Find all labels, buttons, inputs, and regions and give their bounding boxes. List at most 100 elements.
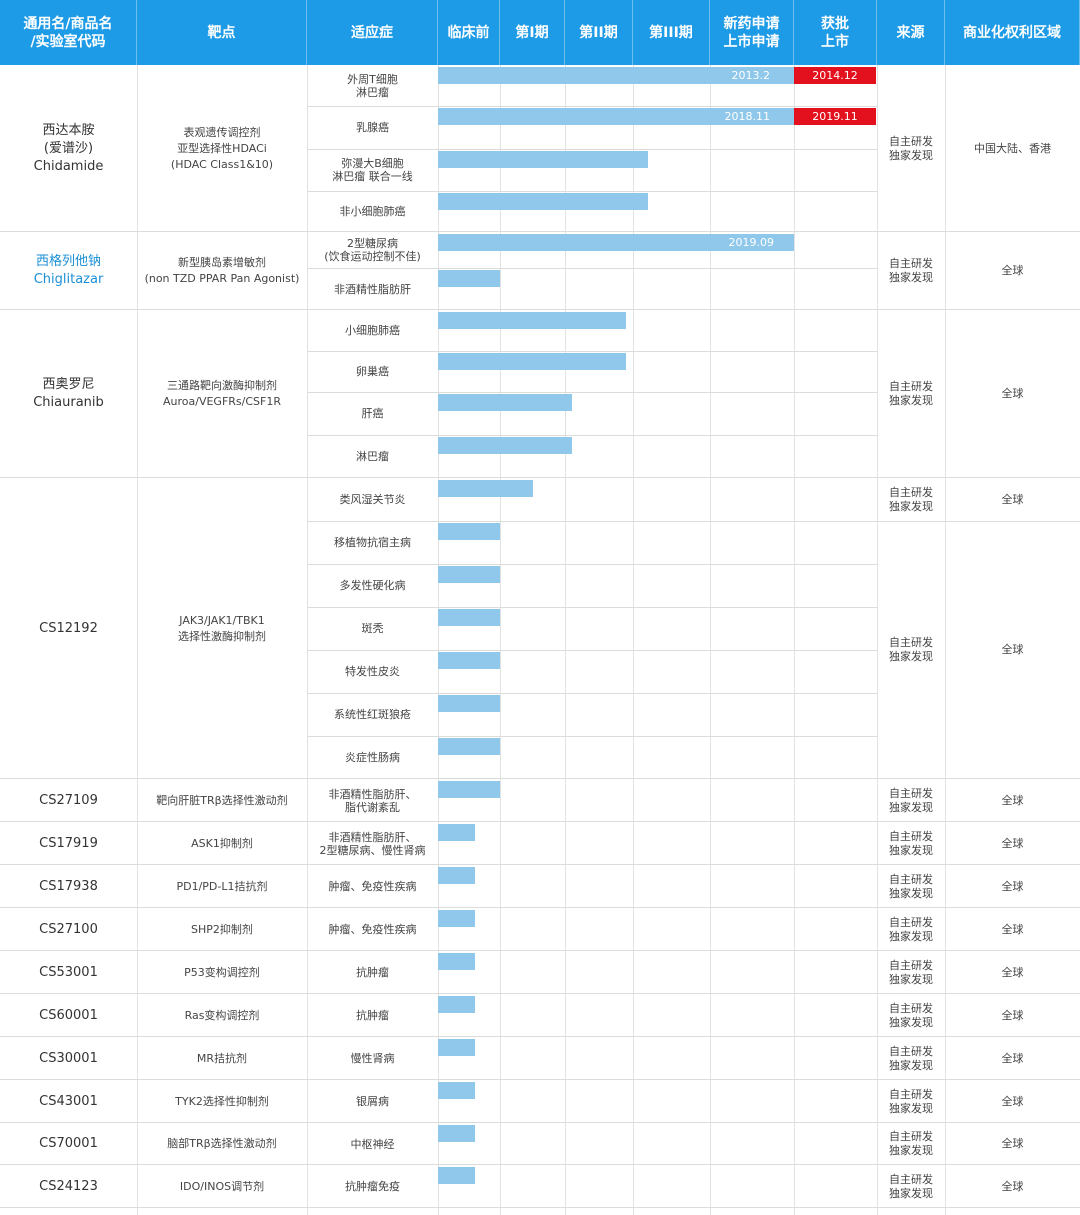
region-cell: 全球 [1001,1179,1024,1193]
indication-cell: 移植物抗宿主病 [334,536,411,549]
drug-divider [0,1036,1080,1037]
target-cell: 三通路靶向激酶抑制剂 Auroa/VEGFRs/CSF1R [163,379,281,408]
indication-cell: 类风湿关节炎 [339,493,406,506]
row-divider [307,607,877,608]
row-divider [307,268,877,269]
source-cell: 自主研发 独家发现 [889,485,933,513]
grid-vline [137,65,138,1215]
region-cell: 全球 [1001,643,1024,656]
indication-cell: 特发性皮炎 [345,665,400,678]
progress-bar [438,1082,475,1099]
grid-vline [565,65,566,1215]
region-cell: 全球 [1001,492,1024,506]
indication-cell: 小细胞肺癌 [345,324,400,337]
drug-name[interactable]: 西格列他钠 Chiglitazar [33,254,104,287]
drug-divider [0,477,1080,478]
header-6: 第III期 [633,0,710,65]
drug-name: 西奥罗尼 Chiauranib [33,377,104,410]
indication-cell: 银屑病 [356,1095,389,1108]
target-cell: 脑部TRβ选择性激动剂 [167,1137,277,1150]
drug-divider [0,231,1080,232]
row-divider [307,736,877,737]
header-9: 来源 [877,0,945,65]
indication-cell: 淋巴瘤 [356,450,389,463]
row-divider [307,191,877,192]
progress-bar [438,270,500,287]
drug-name: CS27109 [39,792,98,808]
target-cell: JAK3/JAK1/TBK1 选择性激酶抑制剂 [178,613,266,643]
indication-cell: 系统性红斑狼疮 [334,708,411,721]
progress-bar [438,1125,475,1142]
grid-vline [710,65,711,1215]
drug-divider [0,778,1080,779]
drug-name: CS53001 [39,964,98,980]
drug-name: CS17938 [39,878,98,894]
indication-cell: 卵巢癌 [356,365,389,378]
header-1: 靶点 [137,0,307,65]
progress-bar [438,234,794,251]
progress-bar [438,523,500,540]
drug-divider [0,1079,1080,1080]
drug-divider [0,1164,1080,1165]
drug-divider [0,950,1080,951]
source-cell: 自主研发 独家发现 [889,786,933,814]
indication-cell: 慢性肾病 [350,1052,395,1065]
row-divider [307,521,877,522]
progress-bar [438,312,626,329]
progress-bar [438,566,500,583]
drug-name: 西达本胺 (爱谱沙) Chidamide [33,122,104,174]
region-cell: 全球 [1001,1051,1024,1065]
source-cell: 自主研发 独家发现 [889,872,933,900]
row-divider [307,650,877,651]
header-10: 商业化权利区域 [945,0,1080,65]
drug-name: CS60001 [39,1007,98,1023]
drug-name: CS24123 [39,1178,98,1194]
indication-cell: 2型糖尿病 (饮食运动控制不佳) [324,237,421,263]
progress-bar [438,609,500,626]
progress-bar [438,193,648,210]
progress-bar [438,953,475,970]
region-cell: 全球 [1001,264,1024,277]
target-cell: 靶向肝脏TRβ选择性激动剂 [156,793,288,807]
region-cell: 全球 [1001,836,1024,850]
indication-cell: 外周T细胞 淋巴瘤 [347,72,398,99]
filing-date-label: 2013.2 [731,69,771,82]
drug-divider [0,1207,1080,1208]
progress-bar [438,151,648,168]
region-cell: 全球 [1001,1094,1024,1108]
row-divider [307,149,877,150]
drug-name: CS43001 [39,1093,98,1109]
indication-cell: 斑秃 [361,622,384,635]
approval-date-label: 2014.12 [794,67,876,84]
row-divider [877,521,1080,522]
source-cell: 自主研发 独家发现 [889,380,933,407]
header-5: 第II期 [565,0,633,65]
progress-bar [438,353,626,370]
indication-cell: 抗肿瘤 [356,1009,389,1022]
target-cell: 新型胰岛素增敏剂 (non TZD PPAR Pan Agonist) [144,256,300,285]
region-cell: 全球 [1001,922,1024,936]
region-cell: 全球 [1001,879,1024,893]
header-0: 通用名/商品名 /实验室代码 [0,0,137,65]
approval-date-label: 2019.11 [794,108,876,125]
progress-bar [438,824,475,841]
progress-bar [438,910,475,927]
header-3: 临床前 [438,0,500,65]
header-8: 获批 上市 [794,0,877,65]
grid-vline [438,65,439,1215]
target-cell: IDO/INOS调节剂 [179,1179,265,1193]
header-2: 适应症 [307,0,438,65]
progress-bar [438,781,500,798]
drug-divider [0,1122,1080,1123]
target-cell: MR拮抗剂 [196,1051,248,1065]
source-cell: 自主研发 独家发现 [889,915,933,943]
indication-cell: 肿瘤、免疫性疾病 [328,880,417,893]
indication-cell: 弥漫大B细胞 淋巴瘤 联合一线 [332,157,413,183]
progress-bar [438,1039,475,1056]
drug-divider [0,821,1080,822]
region-cell: 全球 [1001,1008,1024,1022]
source-cell: 自主研发 独家发现 [889,257,933,284]
grid-vline [307,65,308,1215]
drug-divider [0,309,1080,310]
